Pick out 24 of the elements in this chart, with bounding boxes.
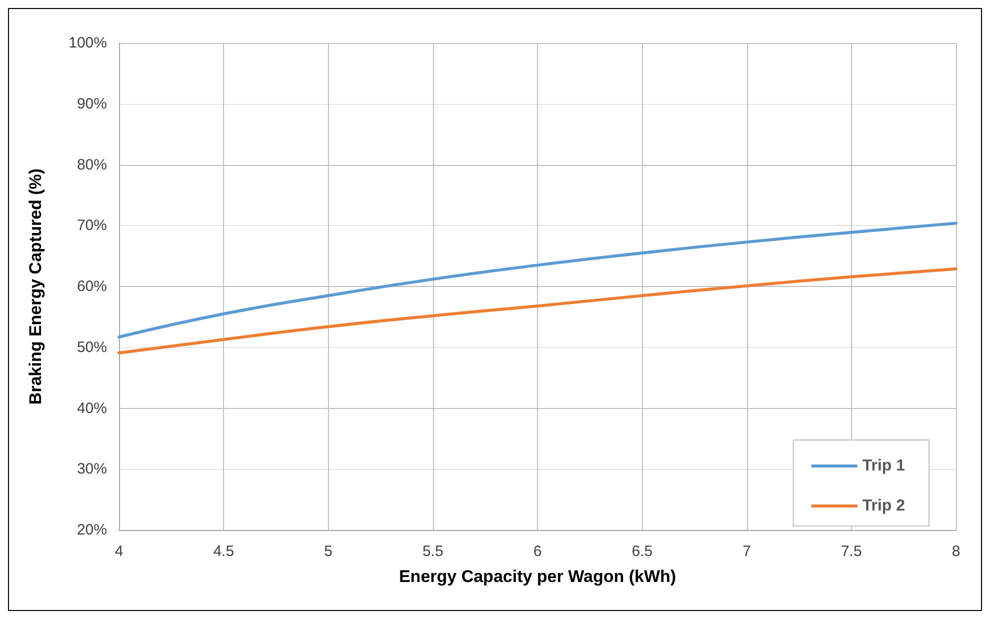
legend-label: Trip 1 bbox=[862, 458, 906, 474]
x-tick-label: 4 bbox=[114, 543, 124, 560]
y-tick-label: 80% bbox=[76, 156, 107, 174]
x-tick-label: 7 bbox=[742, 543, 751, 560]
y-tick-label: 60% bbox=[76, 278, 107, 295]
y-tick-label: 20% bbox=[76, 522, 107, 538]
line-series bbox=[118, 267, 958, 354]
x-tick-label: 7.5 bbox=[840, 543, 862, 560]
y-tick-label: 100% bbox=[68, 34, 107, 52]
x-tick-label: 6 bbox=[533, 543, 542, 560]
x-tick-label: 6.5 bbox=[632, 543, 653, 560]
y-tick-label: 50% bbox=[76, 338, 107, 356]
y-axis-title: Braking Energy Captured (%) bbox=[26, 168, 45, 405]
x-axis-title: Energy Capacity per Wagon (kWh) bbox=[398, 567, 676, 586]
legend-label: Trip 2 bbox=[862, 498, 906, 514]
x-tick-label: 4.5 bbox=[213, 543, 234, 560]
x-tick-label: 5.5 bbox=[422, 543, 444, 560]
line-series bbox=[118, 222, 958, 339]
y-tick-label: 70% bbox=[76, 217, 107, 234]
y-tick-label: 30% bbox=[76, 460, 107, 478]
x-tick-label: 5 bbox=[324, 543, 332, 560]
y-tick-label: 40% bbox=[76, 400, 107, 417]
x-tick-label: 8 bbox=[952, 543, 960, 560]
y-tick-label: 90% bbox=[76, 95, 107, 112]
